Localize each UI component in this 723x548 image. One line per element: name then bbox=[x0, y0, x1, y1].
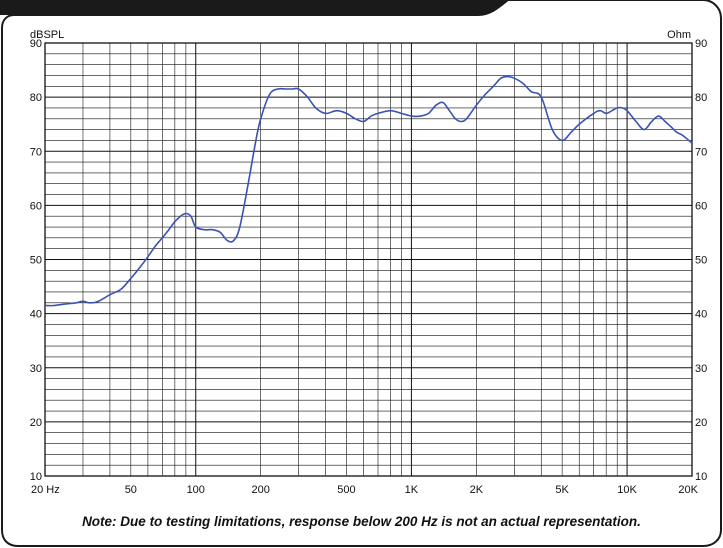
y-tick-label-left: 10 bbox=[30, 471, 42, 483]
y-tick-label-left: 60 bbox=[30, 200, 42, 212]
plot-area bbox=[44, 42, 693, 477]
y-tick-label-right: 80 bbox=[695, 92, 707, 104]
x-tick-label: 200 bbox=[251, 484, 269, 496]
y-tick-label-right: 10 bbox=[695, 471, 707, 483]
y-tick-label-right: 50 bbox=[695, 255, 707, 267]
tick-labels: 10 10 20 20 30 30 40 40 50 50 60 60 70 70 80 80 90 90 20 H… bbox=[30, 38, 708, 496]
y-tick-label-left: 20 bbox=[30, 417, 42, 429]
x-tick-label: 20 Hz bbox=[31, 484, 60, 496]
grid bbox=[44, 42, 693, 477]
left-axis-unit: dBSPL bbox=[30, 29, 64, 41]
y-tick-label-right: 60 bbox=[695, 200, 707, 212]
y-tick-label-right: 90 bbox=[695, 38, 707, 50]
x-tick-label: 100 bbox=[187, 484, 205, 496]
y-tick-label-right: 70 bbox=[695, 146, 707, 158]
y-tick-label-right: 40 bbox=[695, 309, 707, 321]
y-tick-label-left: 90 bbox=[30, 38, 42, 50]
footnote: Note: Due to testing limitations, respon… bbox=[82, 514, 641, 529]
x-tick-label: 2K bbox=[470, 484, 484, 496]
x-tick-label: 20K bbox=[678, 484, 698, 496]
x-tick-label: 10K bbox=[617, 484, 637, 496]
y-tick-label-left: 40 bbox=[30, 309, 42, 321]
right-axis-unit: Ohm bbox=[667, 29, 691, 41]
y-tick-label-left: 30 bbox=[30, 363, 42, 375]
x-tick-label: 1K bbox=[405, 484, 419, 496]
y-tick-label-left: 80 bbox=[30, 92, 42, 104]
y-tick-label-left: 70 bbox=[30, 146, 42, 158]
y-tick-label-left: 50 bbox=[30, 255, 42, 267]
x-tick-label: 5K bbox=[555, 484, 569, 496]
x-tick-label: 50 bbox=[125, 484, 137, 496]
series-group bbox=[44, 75, 693, 307]
header-band bbox=[0, 0, 508, 15]
x-tick-label: 500 bbox=[337, 484, 355, 496]
y-tick-label-right: 30 bbox=[695, 363, 707, 375]
frequency-response-line bbox=[44, 75, 693, 307]
y-tick-label-right: 20 bbox=[695, 417, 707, 429]
